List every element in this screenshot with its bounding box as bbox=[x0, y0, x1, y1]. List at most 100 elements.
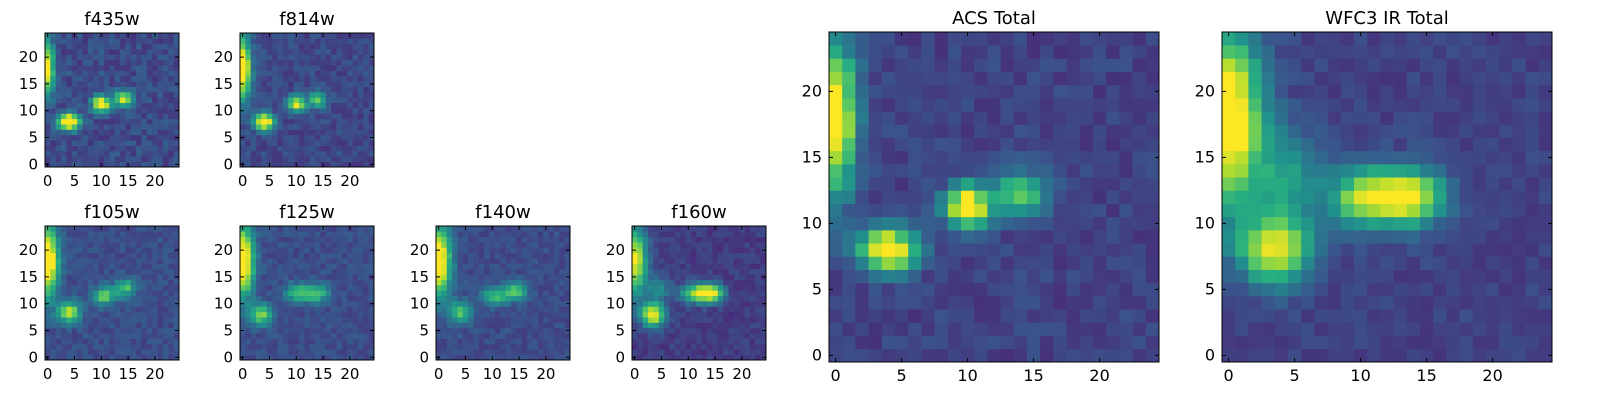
heatmap-cell bbox=[855, 150, 869, 165]
heatmap-cell bbox=[642, 343, 649, 350]
heatmap-cell bbox=[293, 279, 300, 286]
heatmap-cell bbox=[733, 354, 740, 361]
heatmap-cell bbox=[50, 134, 57, 141]
heatmap-cell bbox=[50, 311, 57, 318]
heatmap-cell bbox=[1393, 348, 1408, 363]
heatmap-cell bbox=[921, 177, 935, 191]
heatmap-cell bbox=[304, 75, 311, 82]
heatmap-cell bbox=[961, 32, 975, 46]
heatmap-cell bbox=[298, 279, 305, 286]
heatmap-cell bbox=[1066, 111, 1081, 125]
heatmap-cell bbox=[125, 306, 132, 313]
heatmap-cell bbox=[473, 311, 480, 318]
heatmap-cell bbox=[674, 301, 681, 307]
heatmap-cell bbox=[45, 59, 51, 66]
heatmap-cell bbox=[527, 317, 533, 323]
heatmap-cell bbox=[250, 91, 257, 98]
heatmap-cell bbox=[298, 134, 305, 141]
heatmap-cell bbox=[987, 84, 1001, 99]
heatmap-cell bbox=[1314, 322, 1328, 336]
heatmap-cell bbox=[744, 295, 751, 302]
heatmap-cell bbox=[739, 231, 745, 238]
heatmap-cell bbox=[921, 269, 935, 284]
heatmap-cell bbox=[250, 354, 257, 361]
heatmap-cell bbox=[690, 279, 697, 286]
heatmap-cell bbox=[298, 343, 305, 350]
heatmap-cell bbox=[468, 268, 474, 275]
heatmap-cell bbox=[532, 306, 539, 313]
heatmap-cell bbox=[829, 282, 843, 297]
heatmap-cell bbox=[114, 140, 121, 146]
heatmap-cell bbox=[1248, 230, 1262, 244]
heatmap-cell bbox=[739, 327, 745, 334]
heatmap-cell bbox=[141, 134, 148, 141]
heatmap-cell bbox=[637, 252, 644, 259]
heatmap-cell bbox=[55, 140, 62, 146]
heatmap-cell bbox=[266, 290, 273, 297]
heatmap-cell bbox=[717, 226, 724, 232]
heatmap-cell bbox=[473, 263, 480, 270]
heatmap-cell bbox=[331, 226, 337, 232]
heatmap-cell bbox=[320, 247, 327, 254]
heatmap-cell bbox=[674, 322, 681, 329]
heatmap-cell bbox=[462, 301, 469, 307]
heatmap-cell bbox=[723, 327, 729, 334]
heatmap-cell bbox=[1000, 58, 1015, 72]
heatmap-cell bbox=[441, 322, 448, 329]
heatmap-cell bbox=[446, 247, 453, 254]
heatmap-cell bbox=[114, 349, 121, 355]
heatmap-cell bbox=[77, 284, 83, 291]
heatmap-cell bbox=[755, 333, 761, 339]
heatmap-cell bbox=[50, 156, 57, 162]
heatmap-cell bbox=[315, 150, 321, 157]
heatmap-cell bbox=[648, 333, 654, 339]
heatmap-cell bbox=[1525, 243, 1540, 257]
heatmap-cell bbox=[363, 118, 369, 125]
heatmap-cell bbox=[532, 258, 539, 264]
heatmap-cell bbox=[61, 140, 67, 146]
heatmap-cell bbox=[1301, 256, 1315, 270]
heatmap-cell bbox=[250, 65, 257, 71]
heatmap-cell bbox=[98, 129, 105, 136]
heatmap-cell bbox=[516, 252, 523, 259]
heatmap-cell bbox=[261, 129, 268, 136]
heatmap-cell bbox=[298, 108, 305, 114]
heatmap-cell bbox=[701, 268, 708, 275]
heatmap-cell bbox=[66, 65, 73, 71]
heatmap-cell bbox=[109, 306, 116, 313]
heatmap-cell bbox=[733, 242, 740, 248]
heatmap-cell bbox=[707, 311, 713, 318]
heatmap-cell bbox=[755, 338, 761, 345]
heatmap-cell bbox=[341, 338, 348, 345]
heatmap-cell bbox=[489, 242, 496, 248]
heatmap-cell bbox=[168, 226, 174, 232]
heatmap-cell bbox=[347, 231, 353, 238]
heatmap-cell bbox=[341, 140, 348, 146]
x-tick-label: 5 bbox=[265, 172, 275, 190]
heatmap-cell bbox=[77, 247, 83, 254]
heatmap-cell bbox=[336, 354, 343, 361]
heatmap-cell bbox=[240, 150, 246, 157]
heatmap-cell bbox=[162, 102, 169, 109]
heatmap-cell bbox=[152, 252, 158, 259]
heatmap-cell bbox=[55, 354, 62, 361]
heatmap-cell bbox=[637, 268, 644, 275]
heatmap-cell bbox=[855, 137, 869, 152]
heatmap-cell bbox=[363, 317, 369, 323]
heatmap-cell bbox=[664, 311, 670, 318]
heatmap-cell bbox=[272, 134, 278, 141]
heatmap-cell bbox=[468, 242, 474, 248]
heatmap-cell bbox=[543, 263, 549, 270]
heatmap-cell bbox=[288, 252, 294, 259]
heatmap-cell bbox=[760, 333, 767, 339]
heatmap-cell bbox=[103, 274, 110, 280]
heatmap-cell bbox=[341, 290, 348, 297]
heatmap-cell bbox=[130, 81, 137, 87]
heatmap-cell bbox=[717, 242, 724, 248]
heatmap-cell bbox=[701, 290, 708, 297]
heatmap-cell bbox=[136, 349, 142, 355]
heatmap-cell bbox=[130, 236, 137, 243]
heatmap-cell bbox=[1248, 150, 1262, 165]
y-tick-label: 0 bbox=[28, 155, 38, 173]
heatmap-cell bbox=[320, 97, 327, 104]
